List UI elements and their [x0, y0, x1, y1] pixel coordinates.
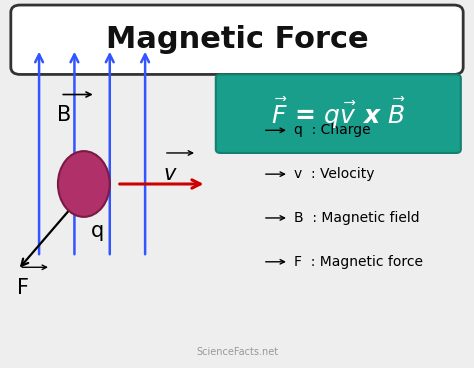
Text: q: q [91, 220, 105, 241]
Text: ScienceFacts.net: ScienceFacts.net [196, 347, 278, 357]
Text: q  : Charge: q : Charge [293, 123, 370, 137]
FancyBboxPatch shape [11, 5, 463, 74]
Text: Magnetic Force: Magnetic Force [106, 25, 368, 53]
Text: F  : Magnetic force: F : Magnetic force [293, 255, 422, 269]
FancyBboxPatch shape [216, 74, 461, 153]
Text: B  : Magnetic field: B : Magnetic field [293, 211, 419, 225]
Text: B: B [57, 106, 71, 125]
Ellipse shape [58, 151, 110, 217]
Text: v: v [163, 164, 175, 184]
Text: $\vec{F}$ = $q\vec{v}$ x $\vec{B}$: $\vec{F}$ = $q\vec{v}$ x $\vec{B}$ [271, 96, 406, 131]
Text: F: F [17, 278, 29, 298]
Text: v  : Velocity: v : Velocity [293, 167, 374, 181]
